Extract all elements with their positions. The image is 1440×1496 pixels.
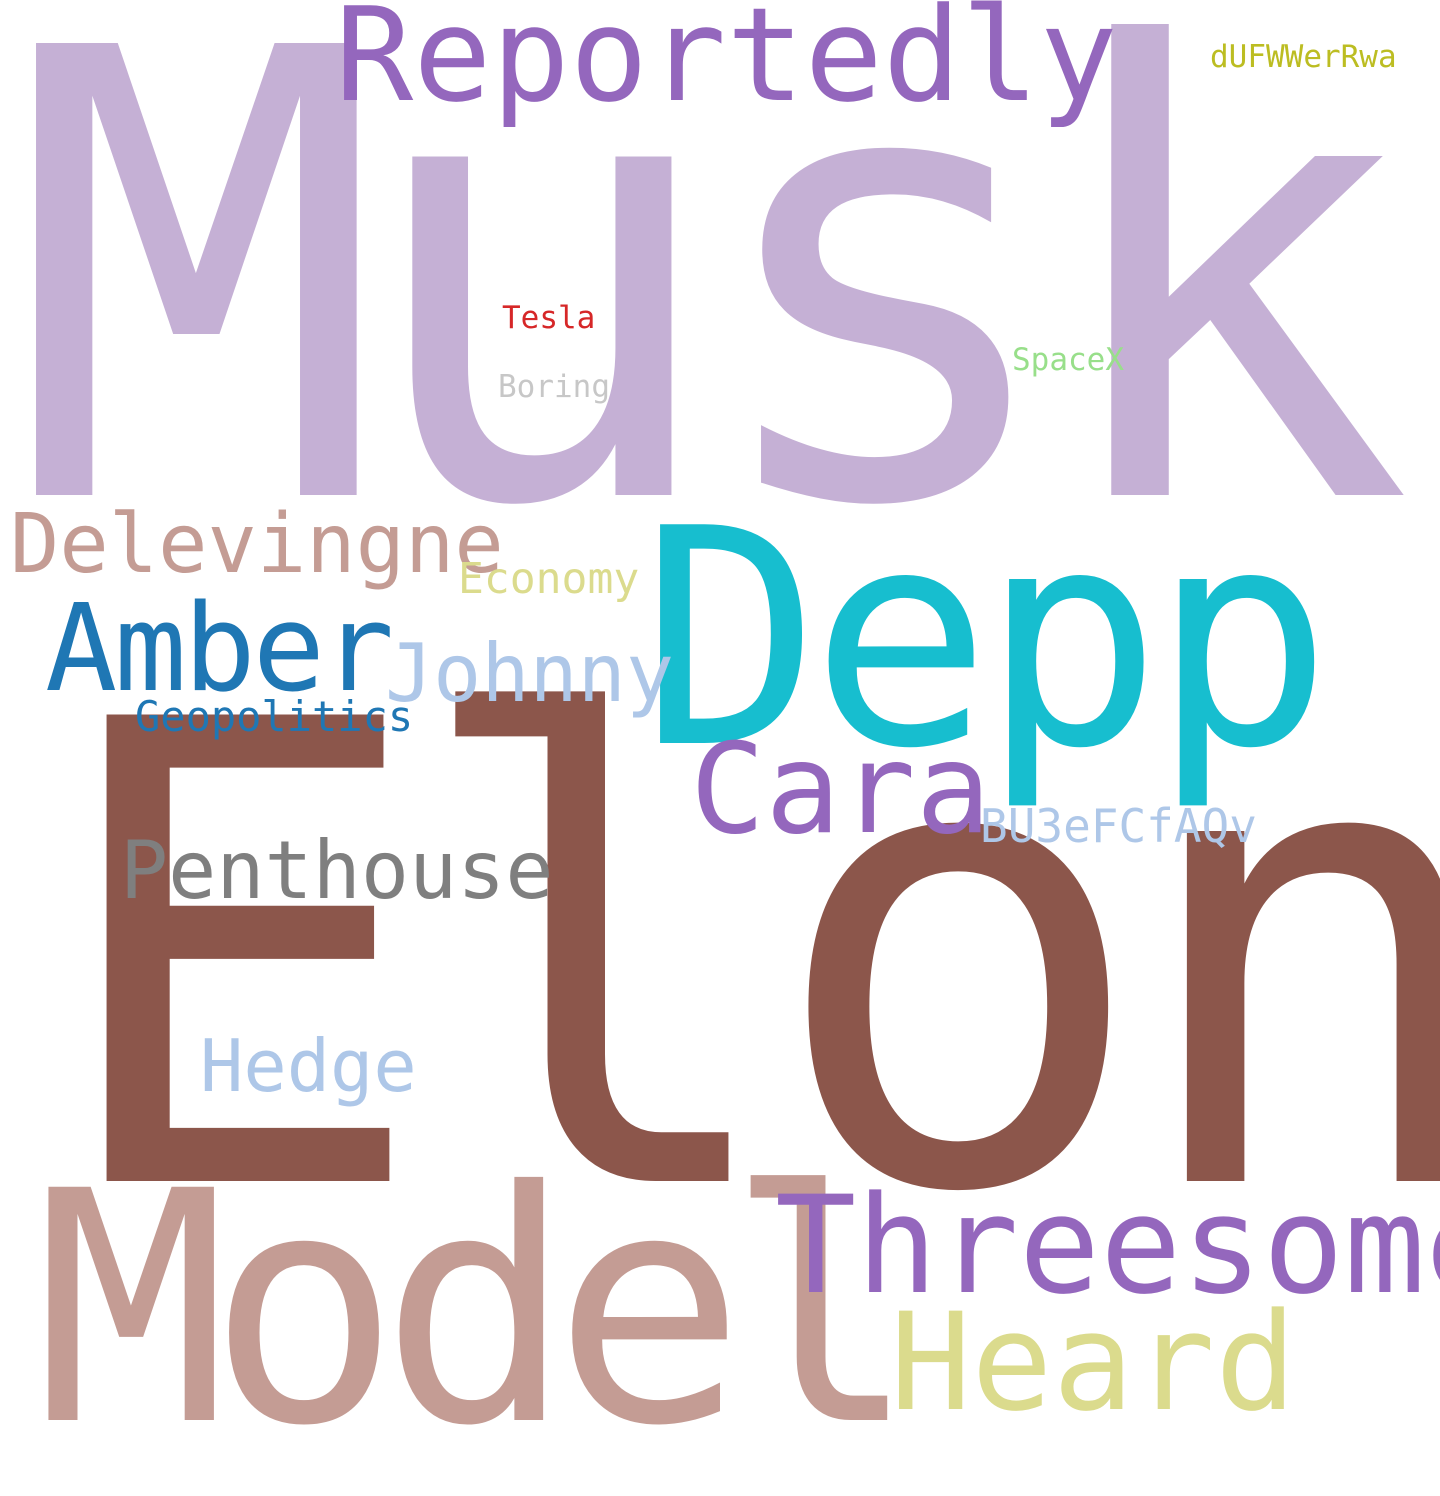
word-amber: Amber [45,580,394,719]
word-cara: Cara [690,717,992,862]
word-reportedly: Reportedly [335,0,1118,131]
word-cloud: Musk Reportedly dUFWWerRwa Tesla SpaceX … [10,0,1440,1470]
word-spacex: SpaceX [1012,342,1124,378]
word-hedge: Hedge [200,1024,417,1108]
word-elon: Elon [45,587,1440,1332]
word-economy: Economy [458,554,640,604]
word-model: Model [35,1124,918,1496]
word-threesome: Threesome [775,1167,1440,1324]
word-depp: Depp [640,465,1332,814]
word-heard: Heard [890,1284,1297,1441]
word-johnny: Johnny [385,627,674,720]
word-geopolitics: Geopolitics [135,692,414,741]
word-dufwwerrwa: dUFWWerRwa [1210,39,1397,75]
word-bu3efcfaqv: BU3eFCfAQv [980,799,1257,853]
word-tesla: Tesla [502,300,596,336]
word-penthouse: Penthouse [120,824,554,917]
word-delevingne: Delevingne [10,497,504,592]
word-boring: Boring [498,369,610,405]
word-musk: Musk [10,0,1413,642]
